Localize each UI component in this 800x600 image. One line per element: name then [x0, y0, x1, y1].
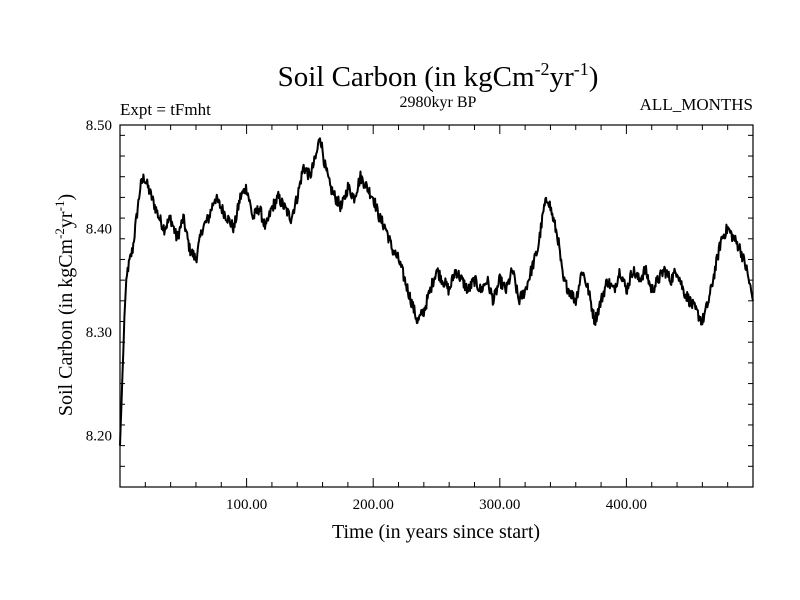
x-tick-label: 300.00 [479, 497, 520, 513]
x-tick-label: 400.00 [606, 497, 647, 513]
x-tick-label: 100.00 [226, 497, 267, 513]
series-line-soil-carbon [119, 137, 754, 446]
x-axis-label: Time (in years since start) [332, 521, 540, 543]
chart-title: Soil Carbon (in kgCm-2yr-1) [278, 59, 599, 93]
axis-tick-labels: 100.00 200.00 300.00 400.00 8.20 8.30 8.40 8.50 [86, 118, 647, 513]
months-label: ALL_MONTHS [640, 95, 753, 114]
y-tick-label: 8.20 [86, 428, 112, 444]
subtitle: 2980kyr BP [400, 94, 477, 111]
y-tick-label: 8.40 [86, 221, 112, 237]
experiment-label: Expt = tFmht [120, 100, 211, 119]
y-tick-label: 8.50 [86, 118, 112, 134]
y-tick-label: 8.30 [86, 325, 112, 341]
plot-frame [119, 124, 754, 488]
axis-ticks [120, 125, 753, 487]
y-axis-label: Soil Carbon (in kgCm-2yr-1) [52, 194, 77, 416]
x-tick-label: 200.00 [353, 497, 394, 513]
